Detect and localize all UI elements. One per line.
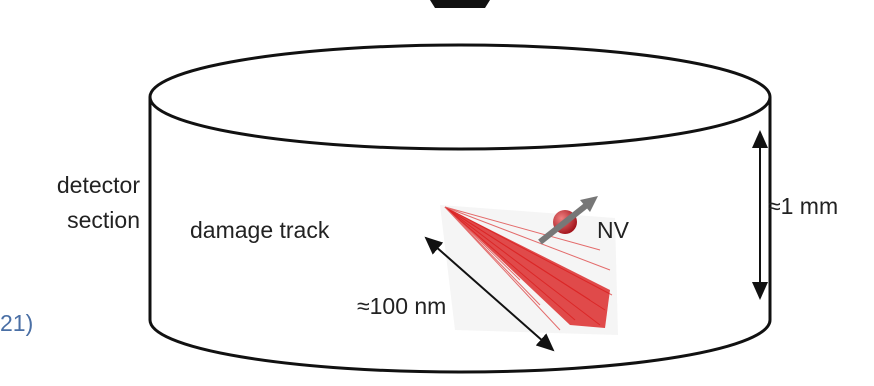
detector-label: detector bbox=[57, 172, 140, 198]
nv-label: NV bbox=[597, 217, 630, 243]
top-fragment bbox=[430, 0, 490, 8]
diagram: detector section damage track NV ≈100 nm… bbox=[0, 0, 874, 386]
length-label: ≈100 nm bbox=[357, 293, 446, 319]
height-label: ≈1 mm bbox=[768, 193, 838, 219]
side-fragment: 21) bbox=[0, 310, 33, 336]
track-label: damage track bbox=[190, 217, 330, 243]
detector-label: section bbox=[67, 207, 140, 233]
